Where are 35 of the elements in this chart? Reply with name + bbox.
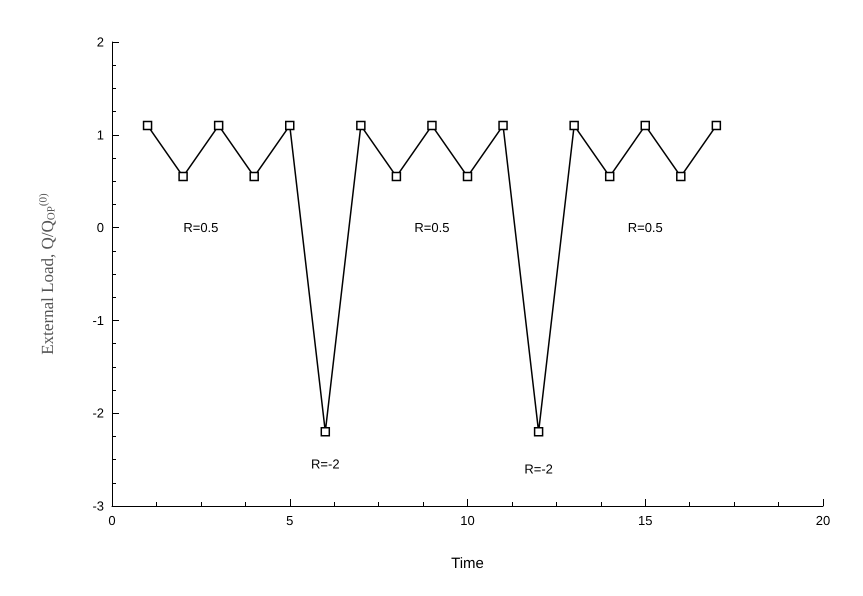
point xyxy=(462,172,472,182)
y-tick-label: -2 xyxy=(92,406,104,421)
x-tick-label: 20 xyxy=(816,513,830,528)
point xyxy=(356,120,366,130)
point xyxy=(498,120,508,130)
x-tick-label: 5 xyxy=(286,513,294,528)
y-tick-label: 1 xyxy=(96,127,104,142)
point xyxy=(320,427,330,437)
point xyxy=(604,172,614,182)
annotation: R=0.5 xyxy=(628,220,663,236)
annotation: R=0.5 xyxy=(183,220,218,236)
y-tick-label: 0 xyxy=(96,220,104,236)
x-axis-title: Time xyxy=(451,555,484,572)
point xyxy=(178,172,188,182)
point xyxy=(676,172,686,182)
x-tick-label: 10 xyxy=(460,513,475,528)
point xyxy=(640,120,650,130)
point xyxy=(427,120,437,130)
point xyxy=(712,120,722,130)
point xyxy=(392,172,402,182)
y-axis-title: External Load, Q/QOP(0) xyxy=(38,192,58,355)
y-tick-label: -1 xyxy=(92,312,104,328)
point xyxy=(142,120,152,130)
x-tick-label: 15 xyxy=(638,513,652,528)
annotation: R=-2 xyxy=(311,456,340,472)
point xyxy=(249,172,259,182)
point xyxy=(214,120,224,130)
y-tick-label: 2 xyxy=(96,34,104,50)
point xyxy=(285,120,294,130)
point xyxy=(534,427,544,437)
y-tick-label: -3 xyxy=(92,498,104,514)
x-tick-label: 0 xyxy=(108,513,116,528)
point xyxy=(569,120,579,130)
annotation: R=-2 xyxy=(524,461,553,476)
annotation: R=0.5 xyxy=(414,220,450,236)
